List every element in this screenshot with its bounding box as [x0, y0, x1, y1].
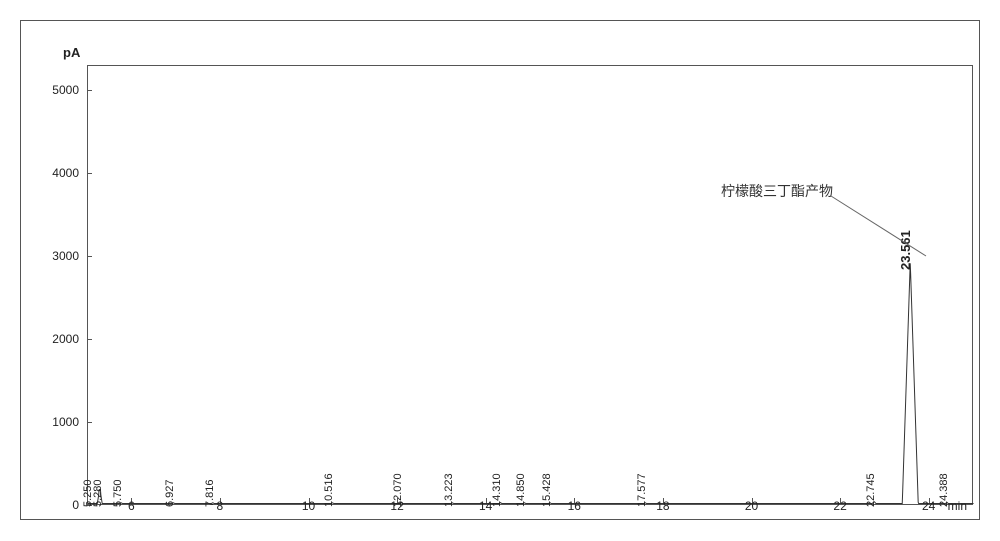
y-tick	[87, 173, 92, 174]
y-tick-label: 4000	[29, 166, 79, 180]
y-tick	[87, 90, 92, 91]
x-tick-label: 22	[833, 499, 846, 513]
plot-area	[87, 65, 973, 505]
retention-time-label: 14.310	[491, 473, 503, 507]
y-tick-label: 1000	[29, 415, 79, 429]
y-tick	[87, 422, 92, 423]
x-tick-label: 8	[217, 499, 224, 513]
x-tick-label: 16	[568, 499, 581, 513]
y-tick	[87, 256, 92, 257]
y-axis-unit: pA	[63, 45, 80, 60]
x-tick-label: 10	[302, 499, 315, 513]
retention-time-label: 22.745	[865, 473, 877, 507]
retention-time-main: 23.561	[898, 230, 913, 270]
retention-time-label: 15.428	[541, 473, 553, 507]
x-axis-unit: min	[948, 499, 967, 513]
x-tick-label: 6	[128, 499, 135, 513]
x-tick-label: 24	[922, 499, 935, 513]
chromatogram-trace	[88, 66, 974, 506]
y-tick-label: 3000	[29, 249, 79, 263]
retention-time-label: 10.516	[323, 473, 335, 507]
retention-time-label: 24.388	[938, 473, 950, 507]
retention-time-label: 5.280	[92, 479, 104, 507]
peak-annotation-text: 柠檬酸三丁酯产物	[721, 181, 833, 201]
retention-time-label: 13.223	[443, 473, 455, 507]
retention-time-label: 12.070	[392, 473, 404, 507]
x-tick-label: 18	[656, 499, 669, 513]
retention-time-label: 17.577	[636, 473, 648, 507]
y-tick-label: 2000	[29, 332, 79, 346]
retention-time-label: 5.750	[112, 479, 124, 507]
chart-outer-frame: pA min 010002000300040005000681012141618…	[20, 20, 980, 520]
retention-time-label: 6.927	[164, 479, 176, 507]
y-tick-label: 5000	[29, 83, 79, 97]
y-tick	[87, 339, 92, 340]
retention-time-label: 7.816	[204, 479, 216, 507]
retention-time-label: 14.850	[515, 473, 527, 507]
y-tick-label: 0	[29, 498, 79, 512]
x-tick-label: 20	[745, 499, 758, 513]
